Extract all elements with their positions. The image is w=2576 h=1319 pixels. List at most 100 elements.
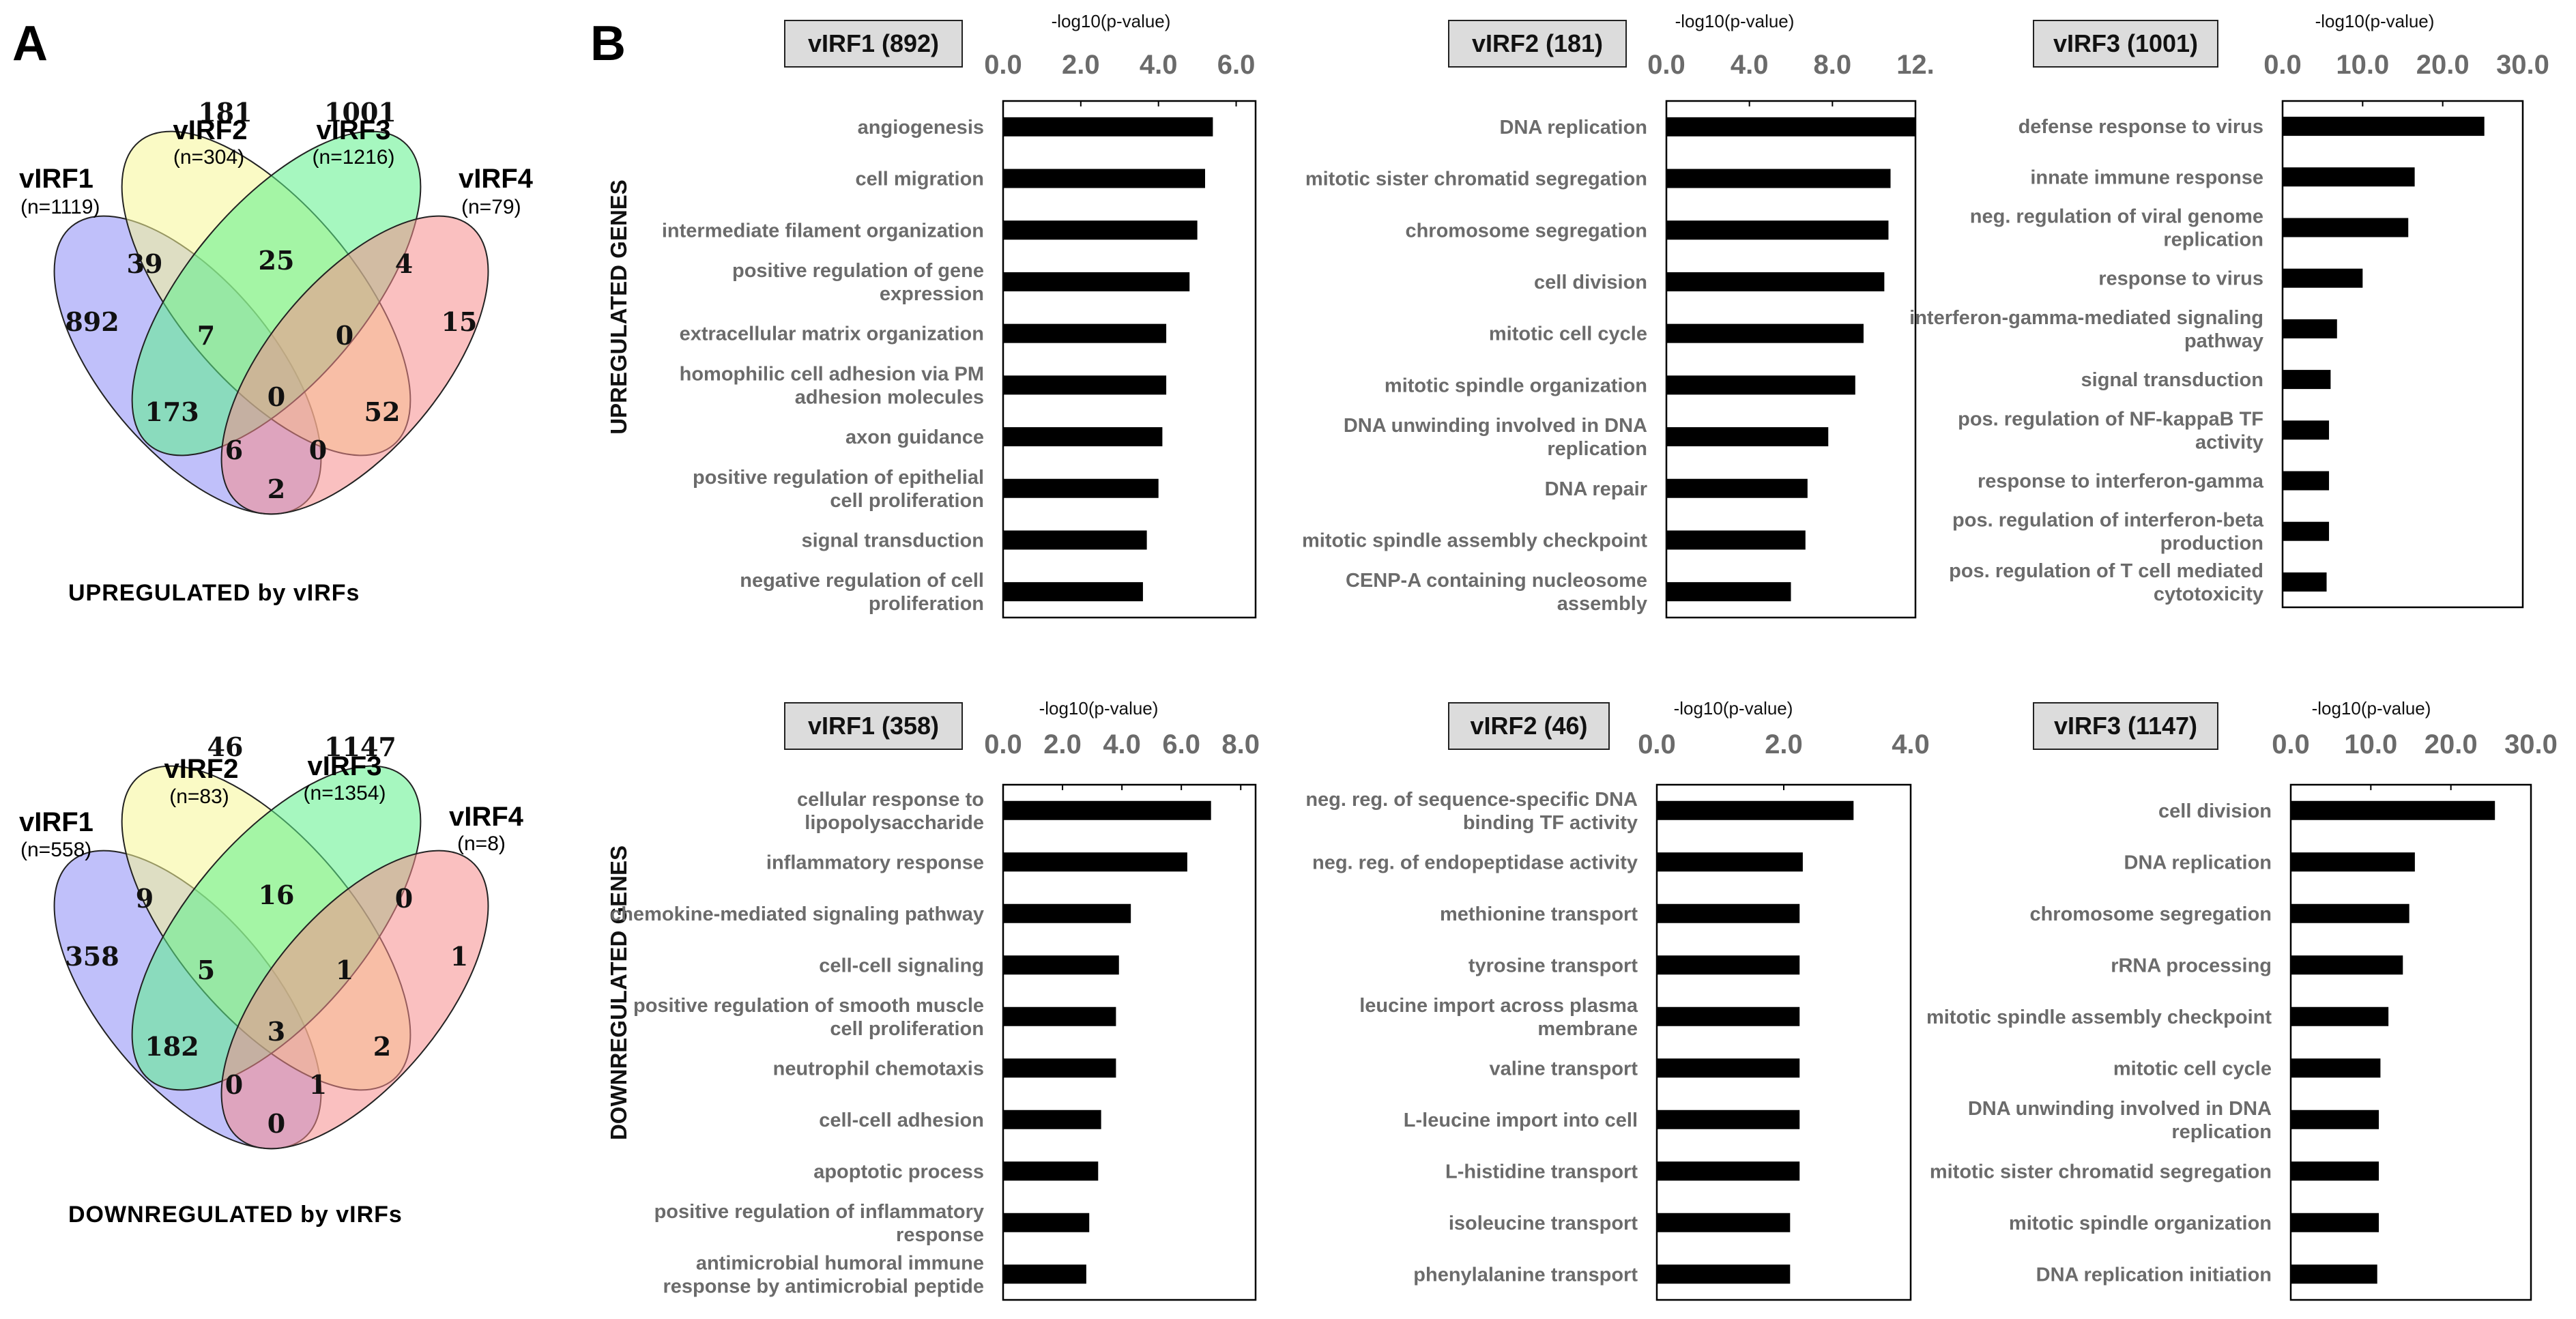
category-label: valine transport: [1489, 1058, 1638, 1079]
chart-title-box: [2033, 702, 2218, 750]
venn-region-b: 181: [198, 97, 252, 128]
bar: [2283, 268, 2363, 288]
venn-set-name: vIRF4: [449, 802, 524, 832]
x-tick-label: 0.0: [1647, 50, 1685, 80]
bar: [2291, 800, 2495, 820]
x-tick-label: 6.0: [1162, 729, 1200, 759]
bar: [1657, 1161, 1800, 1181]
venn-set-count: (n=558): [20, 839, 91, 861]
category-label: pos. regulation of NF-kappaB TF activity: [1958, 408, 2263, 453]
venn-region-bc: 25: [259, 245, 295, 276]
bar: [2283, 572, 2327, 592]
x-tick-label: 8.0: [1221, 729, 1260, 759]
bar: [1666, 169, 1891, 188]
bar: [1003, 1058, 1116, 1078]
venn-set-name: vIRF2: [173, 115, 248, 145]
bar: [1003, 1006, 1116, 1026]
bar: [1666, 478, 1808, 498]
venn-region-abc: 5: [197, 955, 215, 985]
category-label: mitotic spindle organization: [1385, 375, 1647, 396]
category-label: L-leucine import into cell: [1404, 1110, 1638, 1131]
chart-title-box: [2033, 20, 2218, 68]
category-label: cell-cell signaling: [819, 955, 984, 976]
chart-4: vIRF1 (358) -log10(p-value) 0.0 2.0 4.0 6.0 8.…: [610, 698, 1260, 1301]
venn-set-name: vIRF3: [317, 115, 391, 145]
x-axis-title: -log10(p-value): [1675, 11, 1795, 31]
bar: [1003, 582, 1143, 602]
category-label: mitotic spindle assembly checkpoint: [1302, 530, 1647, 551]
x-tick-label: 0.0: [984, 50, 1022, 80]
x-tick-label: 30.0: [2504, 729, 2558, 759]
venn-set-count: (n=304): [173, 146, 244, 169]
row-label-downregulated: DOWNREGULATED GENES: [606, 845, 631, 1140]
venn-set-count: (n=1119): [20, 196, 100, 218]
x-tick-label: 12.: [1896, 50, 1935, 80]
category-label: DNA repair: [1545, 478, 1647, 500]
x-axis-title: -log10(p-value): [2312, 698, 2431, 719]
category-label: inflammatory response: [766, 852, 984, 873]
category-label: chemokine-mediated signaling pathway: [610, 903, 984, 925]
bar: [1003, 800, 1211, 820]
bar: [2283, 420, 2330, 440]
x-axis-title: -log10(p-value): [2315, 11, 2435, 31]
category-label: positive regulation of gene expression: [732, 260, 984, 305]
bar: [2283, 370, 2331, 390]
x-tick-label: 0.0: [984, 729, 1022, 759]
x-axis-title: -log10(p-value): [1039, 698, 1159, 719]
bar: [1003, 220, 1198, 240]
x-tick-label: 20.0: [2416, 50, 2470, 80]
category-label: mitotic spindle assembly checkpoint: [1926, 1006, 2272, 1028]
category-label: tyrosine transport: [1468, 955, 1638, 976]
venn-set-count: (n=1216): [313, 146, 395, 169]
category-label: phenylalanine transport: [1413, 1264, 1638, 1286]
chart-title: vIRF1 (358): [808, 712, 939, 740]
chart-6: vIRF3 (1147) -log10(p-value)0.0 10.0 20.0 30…: [1926, 698, 2558, 1301]
bar: [1003, 1161, 1099, 1181]
venn-set-count: (n=8): [457, 832, 506, 855]
chart-title-box: [1448, 20, 1627, 68]
x-tick-label: 10.0: [2336, 50, 2389, 80]
panel-letter-a: A: [12, 16, 48, 71]
bar: [1666, 582, 1791, 602]
chart-title: vIRF1 (892): [808, 29, 939, 57]
chart-title: vIRF3 (1001): [2053, 29, 2198, 57]
category-label: isoleucine transport: [1449, 1213, 1638, 1234]
category-label: pos. regulation of interferon-beta produc…: [1952, 510, 2264, 555]
venn-set-count: (n=79): [461, 196, 521, 218]
bar: [2283, 471, 2330, 491]
venn-region-abcd: 0: [267, 381, 285, 412]
bar: [2291, 1006, 2389, 1026]
chart-1: vIRF1 (892) -log10(p-value) 0.0 2.0 4.0 6.0 an…: [662, 11, 1257, 619]
x-tick-label: 2.0: [1765, 729, 1803, 759]
bar: [1666, 427, 1829, 447]
bar: [1657, 1264, 1791, 1284]
venn-region-abcd: 3: [267, 1016, 285, 1047]
bar: [1657, 852, 1803, 872]
category-label: cell division: [2158, 800, 2272, 822]
chart-5: vIRF2 (46) -log10(p-value) 0.0 2.0 4.0 neg. r…: [1305, 698, 1930, 1301]
category-label: mitotic spindle organization: [2009, 1213, 2272, 1234]
venn-region-ad: 0: [267, 1108, 285, 1139]
venn-region-bcd: 1: [336, 955, 353, 985]
x-tick-label: 2.0: [1062, 50, 1100, 80]
venn-caption: DOWNREGULATED by vIRFs: [68, 1202, 403, 1228]
bar: [2283, 117, 2485, 136]
category-label: neutrophil chemotaxis: [773, 1058, 984, 1079]
category-label: homophilic cell adhesion via PM adhesion …: [680, 363, 984, 408]
bar: [1003, 169, 1205, 188]
plot-frame: [1002, 100, 1257, 619]
category-label: CENP-A containing nucleosome assembly: [1346, 570, 1647, 615]
category-label: L-histidine transport: [1445, 1161, 1638, 1183]
category-label: positive regulation of inflammatory respo…: [654, 1201, 984, 1246]
bar: [2291, 1213, 2379, 1232]
x-tick-label: 4.0: [1731, 50, 1769, 80]
bar: [2291, 903, 2409, 923]
go-enrichment-charts: vIRF1 (892)-log10(p-value)0.0 2.0 4.0 6.0an…: [610, 11, 2558, 1301]
category-label: intermediate filament organization: [662, 220, 984, 242]
bar: [1657, 1213, 1791, 1232]
category-label: response to virus: [2098, 268, 2263, 290]
bar: [2291, 955, 2403, 975]
